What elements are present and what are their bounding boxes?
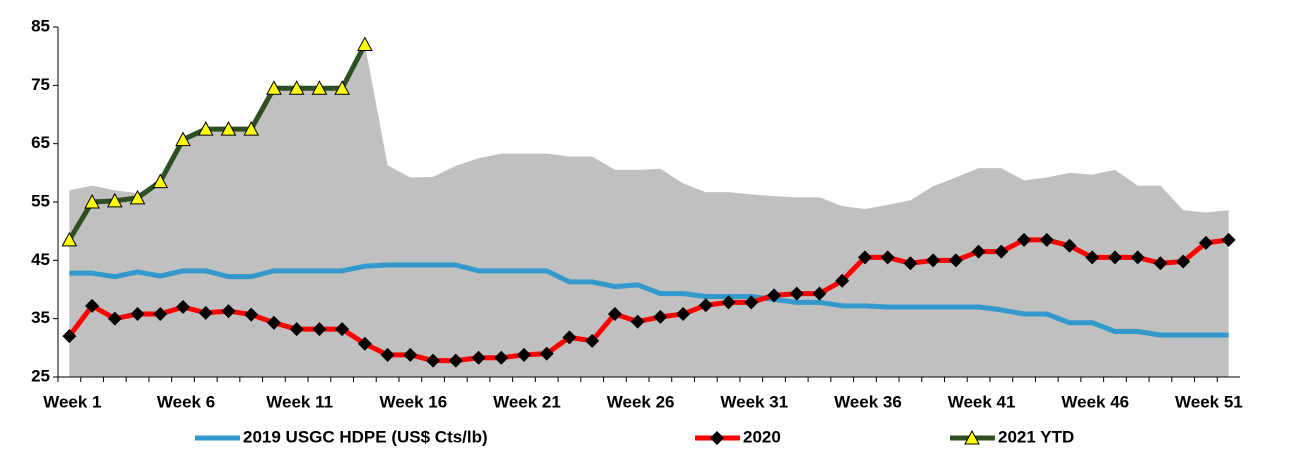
x-tick-label: Week 41 xyxy=(948,392,1016,411)
x-tick-label: Week 26 xyxy=(607,392,675,411)
legend-item: 2019 USGC HDPE (US$ Cts/lb) xyxy=(195,427,488,446)
legend-label: 2019 USGC HDPE (US$ Cts/lb) xyxy=(243,427,488,446)
marker xyxy=(903,256,918,271)
marker xyxy=(311,80,328,95)
marker xyxy=(1085,250,1100,265)
marker xyxy=(744,295,759,310)
series-line xyxy=(69,262,1229,338)
marker xyxy=(334,80,350,95)
series-line xyxy=(67,237,1229,364)
marker xyxy=(676,307,691,321)
marker xyxy=(630,314,645,329)
y-tick-label: 55 xyxy=(31,191,50,210)
marker xyxy=(926,253,941,268)
marker xyxy=(62,329,77,344)
marker xyxy=(152,173,169,189)
marker xyxy=(710,431,724,445)
marker xyxy=(426,353,441,368)
marker xyxy=(539,346,554,361)
marker xyxy=(289,322,304,337)
marker xyxy=(312,322,327,337)
marker xyxy=(107,311,122,326)
marker xyxy=(516,347,531,362)
marker xyxy=(403,347,418,362)
legend-item: 2021 YTD xyxy=(950,427,1074,446)
marker xyxy=(357,336,372,351)
marker xyxy=(61,231,78,247)
y-tick-label: 75 xyxy=(31,75,50,94)
marker xyxy=(130,307,145,321)
marker xyxy=(585,333,600,348)
y-tick-label: 35 xyxy=(31,308,50,327)
marker xyxy=(266,315,281,330)
marker xyxy=(221,304,236,319)
marker xyxy=(948,253,963,268)
marker xyxy=(471,350,486,365)
marker xyxy=(380,347,395,362)
marker xyxy=(1107,250,1122,265)
marker xyxy=(789,286,804,301)
marker xyxy=(1176,254,1191,269)
marker xyxy=(653,309,668,324)
x-tick-label: Week 16 xyxy=(379,392,447,411)
marker xyxy=(448,353,463,368)
x-tick-label: Week 46 xyxy=(1061,392,1129,411)
marker xyxy=(494,350,509,365)
marker xyxy=(880,250,895,265)
marker xyxy=(220,121,237,136)
marker xyxy=(129,189,146,205)
y-tick-label: 65 xyxy=(31,133,50,152)
marker xyxy=(1039,232,1054,247)
marker xyxy=(857,250,872,265)
marker xyxy=(266,80,282,95)
marker xyxy=(197,121,214,136)
x-tick-label: Week 36 xyxy=(834,392,902,411)
marker xyxy=(198,305,213,320)
marker xyxy=(1198,235,1213,250)
marker xyxy=(84,193,100,209)
marker xyxy=(288,80,305,95)
marker xyxy=(562,330,577,345)
x-tick-label: Week 21 xyxy=(493,392,561,411)
x-tick-label: Week 31 xyxy=(720,392,788,411)
marker xyxy=(971,244,986,259)
marker xyxy=(1017,232,1032,247)
marker xyxy=(175,131,191,147)
marker xyxy=(1221,232,1236,247)
marker xyxy=(153,307,168,321)
y-tick-label: 25 xyxy=(31,366,50,385)
marker xyxy=(698,298,713,313)
marker xyxy=(994,244,1009,259)
legend-item: 2020 xyxy=(695,427,781,446)
marker xyxy=(244,307,259,322)
x-tick-label: Week 51 xyxy=(1175,392,1243,411)
marker xyxy=(106,192,123,208)
marker xyxy=(812,286,827,301)
marker xyxy=(176,300,191,314)
marker xyxy=(721,295,736,310)
marker xyxy=(357,36,373,51)
marker xyxy=(767,288,782,303)
marker xyxy=(835,273,850,288)
y-tick-label: 85 xyxy=(31,16,50,35)
marker xyxy=(243,121,260,136)
marker xyxy=(335,322,350,337)
marker xyxy=(1153,256,1168,271)
x-tick-label: Week 11 xyxy=(266,392,333,411)
x-tick-label: Week 6 xyxy=(157,392,215,411)
legend-label: 2020 xyxy=(743,427,781,446)
marker xyxy=(85,298,100,313)
marker xyxy=(1062,238,1077,253)
x-tick-label: Week 1 xyxy=(43,392,101,411)
marker xyxy=(1130,250,1145,265)
marker xyxy=(964,429,980,445)
y-tick-label: 45 xyxy=(31,250,50,269)
marker xyxy=(607,307,622,321)
legend-label: 2021 YTD xyxy=(998,427,1074,446)
area xyxy=(69,44,1229,377)
